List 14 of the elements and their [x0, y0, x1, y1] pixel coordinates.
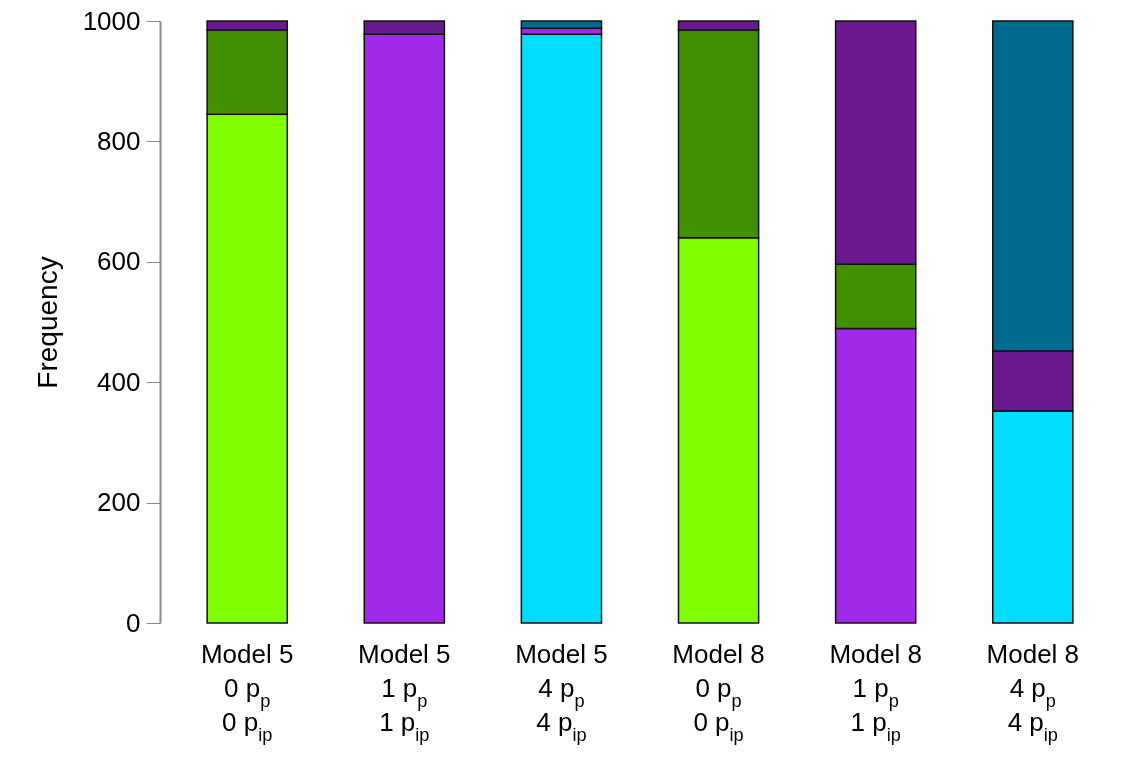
x-tick-label: Model 8 4 p$_{p}$ 4 p$_{ip}$: [986, 638, 1080, 745]
x-tick-label: Model 8 1 p$_{p}$ 1 p$_{ip}$: [829, 638, 922, 745]
y-axis-title: Frequency: [31, 256, 63, 389]
y-tick-label: 1000: [82, 5, 141, 36]
y-tick-label: 200: [97, 487, 141, 518]
y-tick-label: 400: [97, 366, 141, 397]
y-tick-label: 600: [97, 246, 141, 277]
x-tick-label: Model 8 0 p$_{p}$ 0 p$_{ip}$: [672, 638, 765, 745]
bar: [520, 33, 603, 624]
y-tick-label: 800: [97, 125, 141, 156]
y-tick-label: 0: [126, 607, 141, 638]
x-tick-label: Model 5 4 p$_{p}$ 4 p$_{ip}$: [515, 638, 608, 745]
x-tick-label: Model 5 0 p$_{p}$ 0 p$_{ip}$: [200, 638, 294, 745]
x-tick-label: Model 5 1 p$_{p}$ 1 p$_{ip}$: [358, 638, 451, 745]
